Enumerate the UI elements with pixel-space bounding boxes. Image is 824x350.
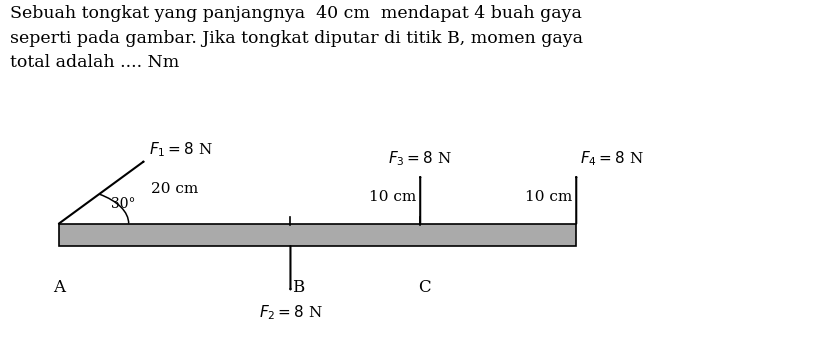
Text: C: C [418, 279, 431, 296]
Text: $F_3=8$ N: $F_3=8$ N [388, 149, 452, 168]
Text: 10 cm: 10 cm [369, 190, 416, 204]
Text: 20 cm: 20 cm [151, 182, 199, 196]
Text: B: B [293, 279, 305, 296]
Text: Sebuah tongkat yang panjangnya  40 cm  mendapat 4 buah gaya
seperti pada gambar.: Sebuah tongkat yang panjangnya 40 cm men… [10, 5, 583, 71]
Text: $F_4=8$ N: $F_4=8$ N [580, 149, 644, 168]
Text: 10 cm: 10 cm [525, 190, 572, 204]
Text: $F_2=8$ N: $F_2=8$ N [259, 303, 322, 322]
Text: A: A [53, 279, 65, 296]
Bar [59, 224, 576, 246]
Text: $F_1=8$ N: $F_1=8$ N [149, 140, 213, 159]
Text: 30°: 30° [111, 197, 136, 211]
